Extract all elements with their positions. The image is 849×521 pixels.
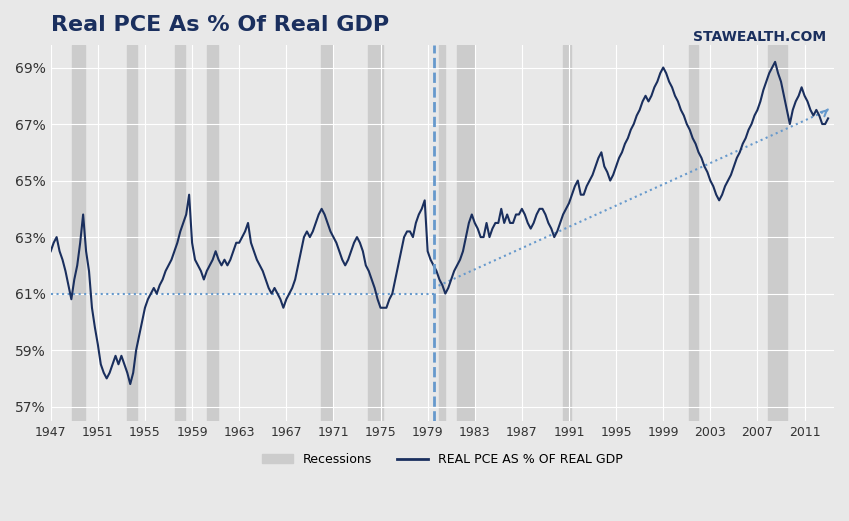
Bar — [440, 45, 446, 421]
Bar — [368, 45, 383, 421]
Text: STAWEALTH.COM: STAWEALTH.COM — [693, 30, 826, 44]
Bar — [207, 45, 217, 421]
Legend: Recessions, REAL PCE AS % OF REAL GDP: Recessions, REAL PCE AS % OF REAL GDP — [256, 448, 628, 471]
Bar — [457, 45, 474, 421]
Bar — [321, 45, 333, 421]
Bar — [72, 45, 85, 421]
Bar — [689, 45, 698, 421]
Text: Real PCE As % Of Real GDP: Real PCE As % Of Real GDP — [51, 15, 389, 35]
Bar — [768, 45, 787, 421]
Bar — [176, 45, 185, 421]
Bar — [563, 45, 571, 421]
Bar — [127, 45, 137, 421]
